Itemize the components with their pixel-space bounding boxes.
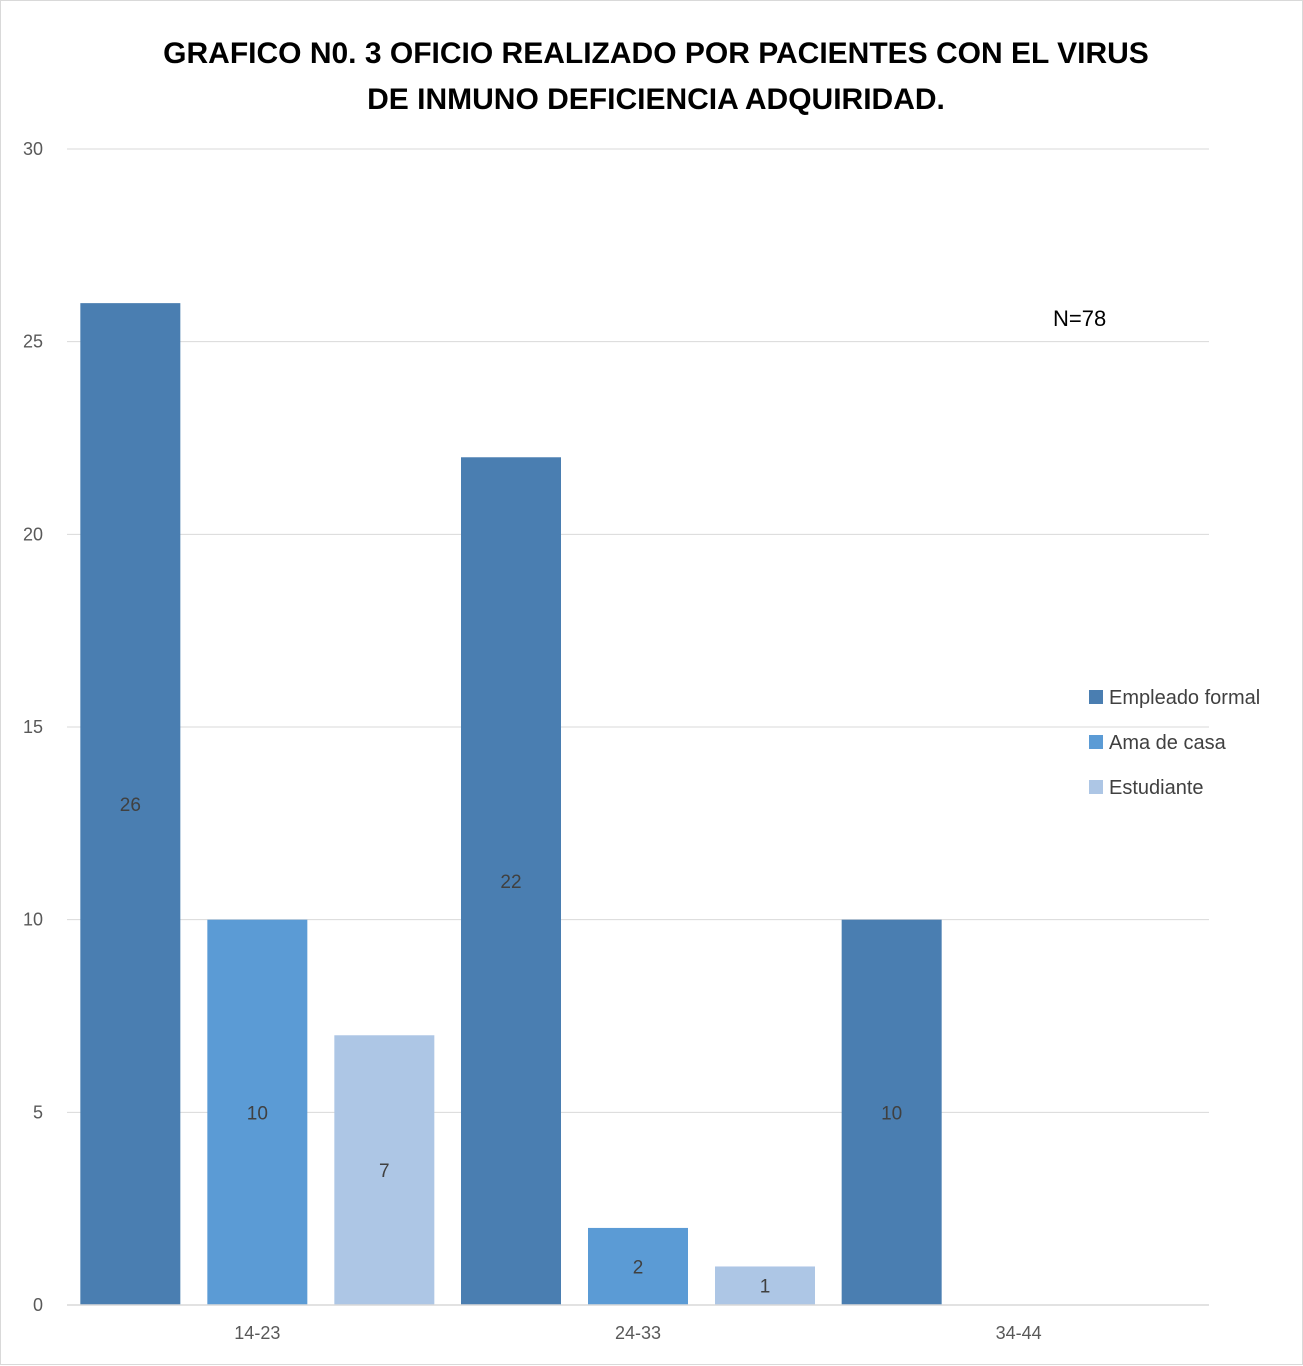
bar-ama-de-casa-14-23 xyxy=(207,919,308,1305)
bar-empleado-formal-14-23 xyxy=(80,303,181,1306)
y-tick-label: 5 xyxy=(33,1102,43,1122)
legend: Empleado formal Ama de casa Estudiante xyxy=(1089,687,1260,799)
data-label: 2 xyxy=(633,1257,644,1278)
legend-label: Ama de casa xyxy=(1109,732,1227,754)
bars xyxy=(80,303,942,1306)
x-tick-label: 14-23 xyxy=(234,1323,280,1343)
legend-label: Empleado formal xyxy=(1109,687,1260,709)
axes: 0 5 10 15 20 25 30 14-23 24-33 34-44 xyxy=(23,139,1209,1343)
x-tick-label: 34-44 xyxy=(996,1323,1042,1343)
data-label: 26 xyxy=(120,795,141,816)
legend-swatch xyxy=(1089,690,1103,704)
bar-estudiante-24-33 xyxy=(715,1266,815,1305)
y-tick-label: 0 xyxy=(33,1295,43,1315)
chart-title: GRAFICO N0. 3 OFICIO REALIZADO POR PACIE… xyxy=(163,37,1149,116)
data-label: 1 xyxy=(760,1277,771,1298)
legend-swatch xyxy=(1089,780,1103,794)
bar-empleado-formal-24-33 xyxy=(461,457,561,1305)
y-tick-label: 15 xyxy=(23,717,43,737)
y-tick-label: 10 xyxy=(23,910,43,930)
legend-swatch xyxy=(1089,735,1103,749)
bar-empleado-formal-34-44 xyxy=(841,919,942,1305)
data-label: 10 xyxy=(247,1103,268,1124)
sample-size-note: N=78 xyxy=(1053,306,1106,331)
x-tick-label: 24-33 xyxy=(615,1323,661,1343)
data-label: 7 xyxy=(379,1161,390,1182)
y-tick-label: 30 xyxy=(23,139,43,159)
legend-label: Estudiante xyxy=(1109,777,1204,799)
data-label: 22 xyxy=(500,872,521,893)
bar-ama-de-casa-24-33 xyxy=(588,1227,688,1305)
y-tick-label: 25 xyxy=(23,332,43,352)
data-label: 10 xyxy=(881,1103,902,1124)
y-tick-label: 20 xyxy=(23,524,43,544)
bar-estudiante-14-23 xyxy=(334,1035,435,1305)
